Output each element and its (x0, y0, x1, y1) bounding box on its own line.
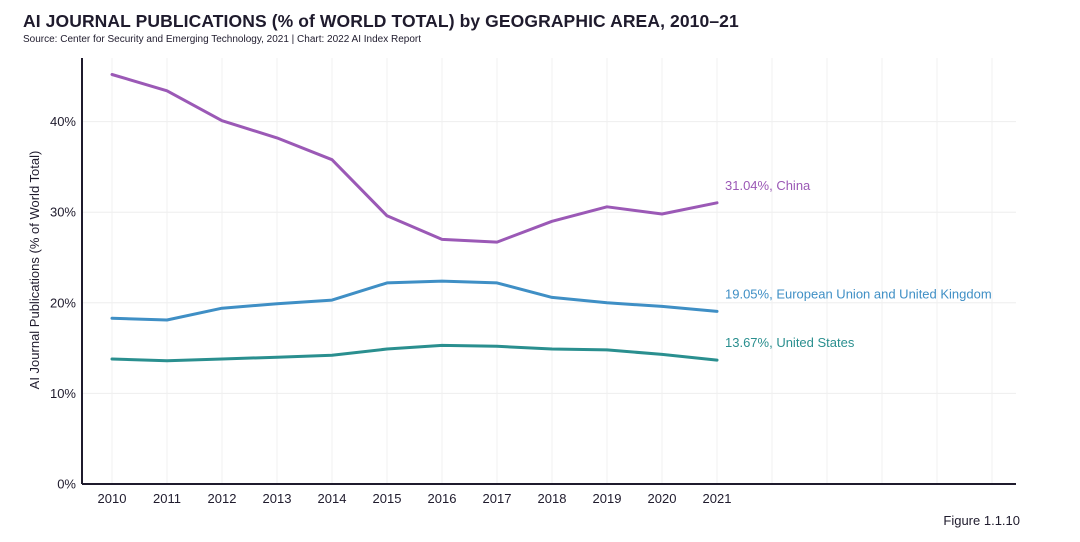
x-tick-label: 2016 (428, 491, 457, 506)
x-tick-label: 2013 (263, 491, 292, 506)
x-tick-labels: 2010 2011 2012 2013 2014 2015 2016 2017 2018 2019… (98, 491, 732, 506)
x-tick-label: 2012 (208, 491, 237, 506)
x-tick-label: 2019 (593, 491, 622, 506)
axes (81, 58, 1016, 485)
x-tick-label: 2014 (318, 491, 347, 506)
x-tick-label: 2017 (483, 491, 512, 506)
series-end-labels: 31.04%, China 19.05%, European Union and … (725, 178, 992, 350)
chart-title: AI JOURNAL PUBLICATIONS (% of WORLD TOTA… (23, 11, 739, 31)
y-tick-label: 20% (50, 295, 76, 310)
x-tick-label: 2021 (703, 491, 732, 506)
y-tick-label: 0% (57, 477, 76, 492)
series-lines (110, 73, 719, 363)
series-line (110, 279, 719, 322)
x-tick-label: 2020 (648, 491, 677, 506)
grid-lines (82, 58, 1016, 484)
y-tick-label: 30% (50, 205, 76, 220)
y-tick-label: 10% (50, 386, 76, 401)
y-tick-labels: 0% 10% 20% 30% 40% (50, 114, 76, 491)
series-line (110, 343, 719, 363)
y-axis-label: AI Journal Publications (% of World Tota… (27, 151, 42, 390)
series-line (110, 73, 719, 244)
y-tick-label: 40% (50, 114, 76, 129)
chart-source: Source: Center for Security and Emerging… (23, 34, 422, 45)
x-tick-label: 2011 (153, 491, 181, 506)
x-tick-label: 2018 (538, 491, 567, 506)
x-tick-label: 2010 (98, 491, 127, 506)
series-end-label: 31.04%, China (725, 178, 811, 193)
series-end-label: 13.67%, United States (725, 335, 855, 350)
figure-number: Figure 1.1.10 (943, 513, 1020, 528)
x-tick-label: 2015 (373, 491, 402, 506)
series-end-label: 19.05%, European Union and United Kingdo… (725, 286, 992, 301)
